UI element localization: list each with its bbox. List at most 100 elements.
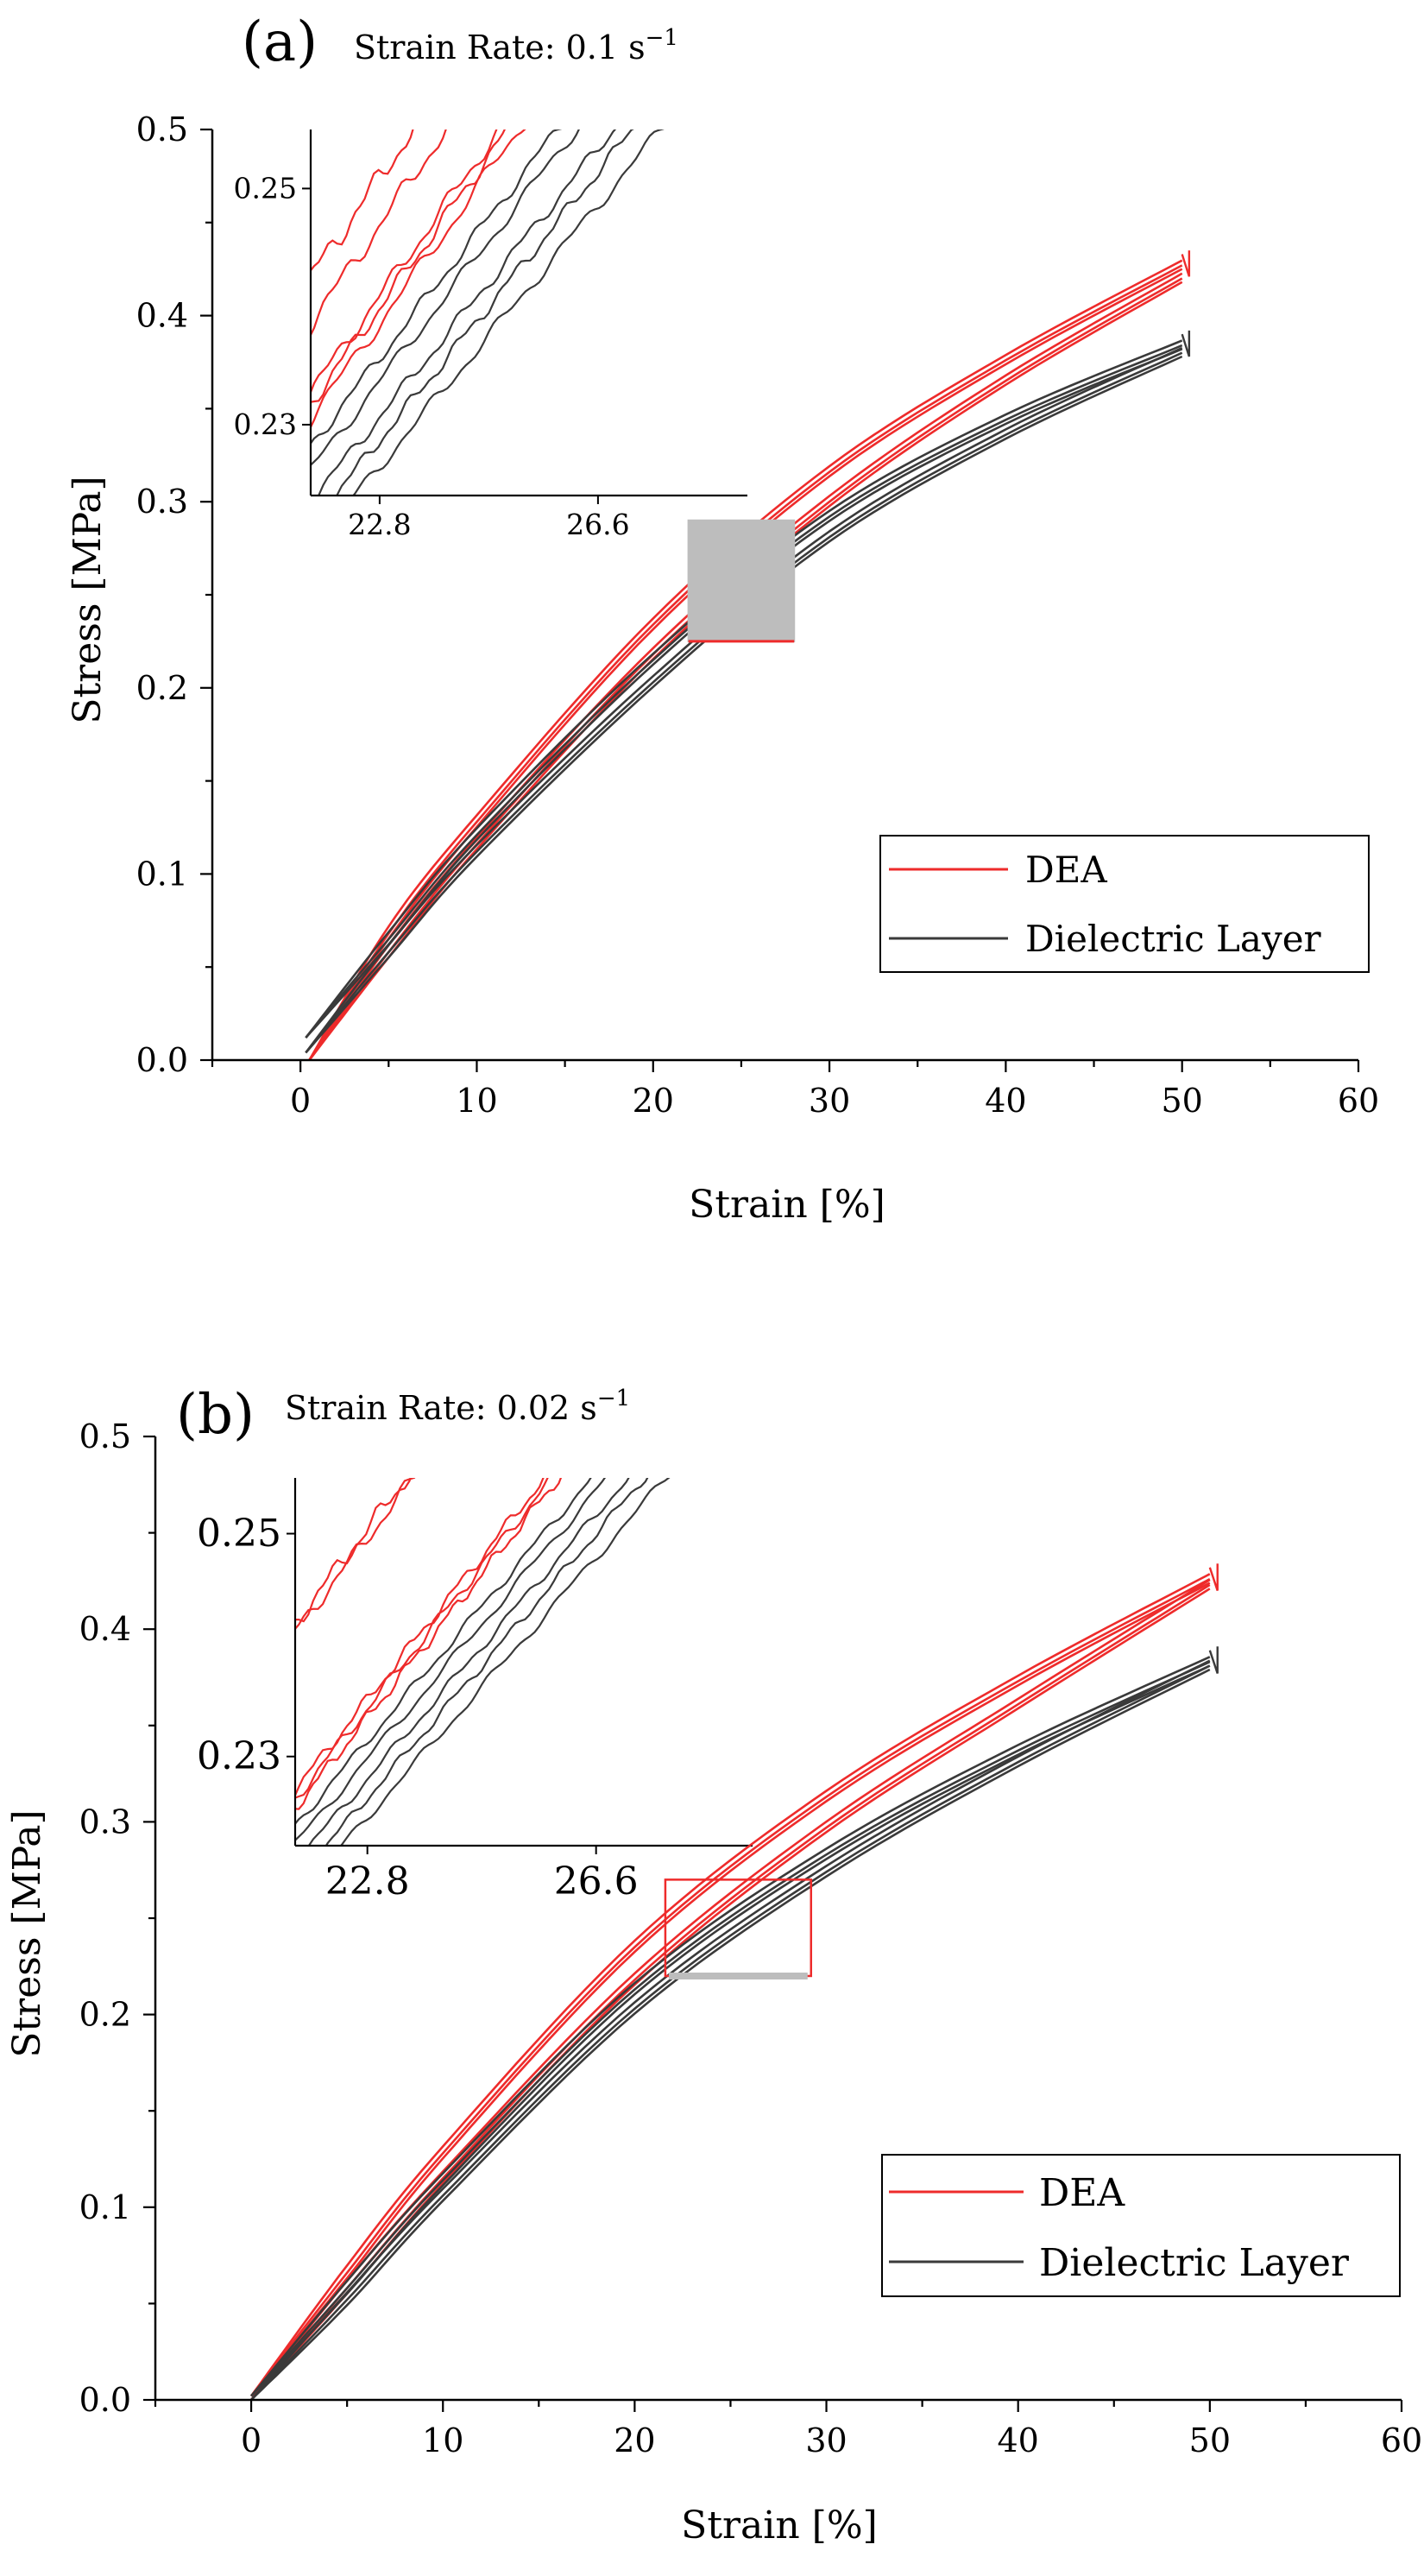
panel-a-zoom-box xyxy=(687,519,796,643)
a-x-tick-label: 20 xyxy=(633,1082,674,1120)
b-inset-x-tick-label: 22.8 xyxy=(325,1859,410,1904)
panel-b-legend: DEA Dielectric Layer xyxy=(881,2154,1401,2297)
panel-b: (b) Strain Rate: 0.02 s−1 22.8 26.6 0.23 0.… xyxy=(5,1383,1423,2548)
b-series-0-cycle-0-load-line xyxy=(250,1578,1211,2397)
b-series-0-cycle-2-load-line xyxy=(250,1582,1211,2397)
b-inset-line xyxy=(295,1478,592,1826)
a-y-tick-label: 0.5 xyxy=(136,110,188,148)
panel-a-title: Strain Rate: 0.1 s−1 xyxy=(354,25,678,66)
a-x-tick-label: 30 xyxy=(809,1082,850,1120)
panel-a-label: (a) xyxy=(242,10,318,74)
b-inset-line xyxy=(295,1478,563,1810)
b-inset-line xyxy=(295,1478,549,1799)
panel-b-title-sup: −1 xyxy=(597,1386,630,1411)
b-series-1-cycle-2-load-line xyxy=(250,1664,1211,2397)
a-inset-lines xyxy=(311,129,665,496)
panel-b-title-text: Strain Rate: 0.02 s xyxy=(285,1389,597,1427)
panel-b-xlabel: Strain [%] xyxy=(681,2503,878,2548)
b-inset-line xyxy=(295,1478,416,1631)
a-x-tick-label: 0 xyxy=(290,1082,311,1120)
a-inset-line xyxy=(311,129,563,445)
a-series-1-end-tail xyxy=(1181,330,1191,357)
a-inset-line xyxy=(317,129,617,496)
panel-b-title: Strain Rate: 0.02 s−1 xyxy=(285,1386,630,1427)
a-series-0-cycle-1-load-line xyxy=(308,259,1183,1061)
b-inset-line xyxy=(295,1478,607,1842)
panel-a: (a) Strain Rate: 0.1 s−1 22.8 26.6 0.23 0.2… xyxy=(66,10,1380,1227)
b-inset-line xyxy=(307,1478,630,1846)
b-inset-line xyxy=(324,1478,649,1846)
b-y-tick-label: 0.2 xyxy=(79,1996,131,2034)
b-x-tick-label: 50 xyxy=(1189,2421,1231,2459)
b-series-1-cycle-2-unload-line xyxy=(250,1668,1211,2401)
panel-a-legend-dl-label: Dielectric Layer xyxy=(1025,918,1322,960)
a-y-tick-label: 0.3 xyxy=(136,483,188,521)
b-x-tick-label: 10 xyxy=(422,2421,463,2459)
b-series-0-end-tail xyxy=(1208,1563,1219,1591)
panel-b-legend-box xyxy=(881,2154,1401,2297)
b-inset-lines xyxy=(295,1478,671,1846)
a-inset-line xyxy=(311,129,506,403)
a-series-1-cycle-1-load-line xyxy=(305,339,1183,1039)
a-series-1-cycle-2-unload-line xyxy=(305,355,1183,1054)
b-y-tick-label: 0.0 xyxy=(79,2381,131,2419)
panel-b-label: (b) xyxy=(176,1383,255,1447)
panel-a-legend-box xyxy=(879,835,1370,973)
b-series-1-end-tail xyxy=(1208,1646,1219,1674)
panel-a-title-text: Strain Rate: 0.1 s xyxy=(354,28,646,66)
b-y-tick-label: 0.4 xyxy=(79,1610,131,1648)
b-x-tick-label: 20 xyxy=(614,2421,655,2459)
panel-b-legend-dl-label: Dielectric Layer xyxy=(1039,2241,1350,2285)
panel-a-legend: DEA Dielectric Layer xyxy=(879,835,1370,973)
panel-a-legend-dea-label: DEA xyxy=(1025,849,1107,891)
a-inset-line xyxy=(336,129,634,496)
b-x-tick-label: 30 xyxy=(805,2421,847,2459)
a-y-tick-label: 0.2 xyxy=(136,669,188,707)
b-inset-x-tick-label: 26.6 xyxy=(554,1859,639,1904)
a-inset-line xyxy=(352,129,665,496)
a-inset-line xyxy=(311,129,447,338)
b-x-tick-label: 40 xyxy=(998,2421,1039,2459)
a-x-tick-label: 10 xyxy=(456,1082,497,1120)
a-series-1-cycle-2-load-line xyxy=(305,348,1183,1039)
a-inset-x-tick-label: 26.6 xyxy=(566,508,629,541)
a-y-tick-label: 0.4 xyxy=(136,297,188,335)
a-y-tick-label: 0.1 xyxy=(136,855,188,893)
panel-b-zoom-box xyxy=(664,1878,813,1979)
a-inset-line xyxy=(311,129,580,467)
panel-a-axes: 0 10 20 30 40 50 60 0.0 0.1 0.2 0.3 0.4 0.5 xyxy=(136,110,1380,1120)
a-inset-y-tick-label: 0.25 xyxy=(234,171,297,205)
panel-b-ylabel: Stress [MPa] xyxy=(5,1809,49,2057)
b-inset-line xyxy=(295,1478,545,1798)
panel-b-plot-area xyxy=(250,1563,1219,2401)
panel-a-ylabel: Stress [MPa] xyxy=(66,476,110,723)
panel-b-axes: 0 10 20 30 40 50 60 0.0 0.1 0.2 0.3 0.4 0.5 xyxy=(79,1417,1423,2459)
b-inset-y-tick-label: 0.25 xyxy=(197,1512,281,1556)
panel-a-inset: 22.8 26.6 0.23 0.25 xyxy=(234,129,747,541)
b-y-tick-label: 0.3 xyxy=(79,1803,131,1840)
panel-a-xlabel: Strain [%] xyxy=(689,1183,885,1227)
a-inset-y-tick-label: 0.23 xyxy=(234,407,297,441)
b-inset-line xyxy=(339,1478,671,1846)
panel-b-legend-dea-label: DEA xyxy=(1039,2171,1125,2215)
a-y-tick-label: 0.0 xyxy=(136,1041,188,1079)
a-inset-line xyxy=(311,129,526,430)
b-inset-y-tick-label: 0.23 xyxy=(197,1734,281,1778)
b-series-1-cycle-0-unload-line xyxy=(250,1664,1211,2401)
a-series-0-end-tail xyxy=(1181,250,1191,277)
a-series-1-cycle-0-load-line xyxy=(305,344,1183,1039)
a-zoom-rect xyxy=(687,519,796,642)
b-series-1-cycle-1-load-line xyxy=(250,1656,1211,2397)
a-inset-line xyxy=(311,129,498,395)
a-series-1-cycle-0-unload-line xyxy=(305,351,1183,1054)
b-inset-line xyxy=(295,1478,412,1623)
panel-a-title-sup: −1 xyxy=(646,25,678,51)
b-y-tick-label: 0.5 xyxy=(79,1417,131,1455)
panel-a-plot-area xyxy=(305,250,1191,1061)
a-x-tick-label: 60 xyxy=(1338,1082,1379,1120)
panel-b-inset: 22.8 26.6 0.23 0.25 xyxy=(197,1478,753,1904)
a-inset-line xyxy=(311,129,414,273)
b-y-tick-label: 0.1 xyxy=(79,2188,131,2226)
